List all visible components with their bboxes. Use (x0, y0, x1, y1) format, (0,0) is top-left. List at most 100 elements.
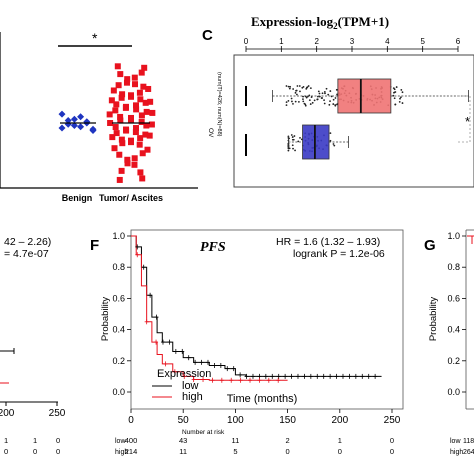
benign-point (83, 118, 91, 126)
f-risk-low-count: 11 (232, 436, 240, 445)
c-jitter-point (318, 92, 321, 95)
panel-e: 42 – 2.26) = 4.7e-07 200 250 1 1 0 0 0 0 (0, 236, 66, 456)
g-ytick-label: 0.8 (447, 262, 460, 272)
panel-e-risk-high-2: 0 (33, 447, 37, 456)
benign-point (77, 113, 85, 121)
g-ytick-label: 1.0 (447, 231, 460, 241)
tumor-point (132, 81, 139, 88)
c-jitter-point (290, 97, 293, 100)
tumor-point (128, 116, 134, 123)
c-jitter-point (323, 99, 325, 102)
panel-f-risk-table: 400 43 11 2 1 0 214 11 5 0 0 0 (125, 436, 394, 456)
panel-f-ylabel: Probability (100, 297, 111, 342)
c-tick-label: 3 (350, 37, 355, 46)
c-jitter-point (308, 99, 311, 101)
panel-f-legend-high: high (182, 391, 203, 403)
panel-g-risk-low-label: low (450, 438, 461, 445)
panel-c-row-label: OV (207, 128, 214, 138)
panel-e-tick-label-200: 200 (0, 408, 15, 419)
tumor-point (137, 135, 144, 142)
c-jitter-point (299, 136, 301, 139)
c-jitter-point (287, 149, 290, 152)
f-ytick-label: 0.8 (112, 262, 125, 272)
f-risk-high-count: 5 (233, 447, 237, 456)
tumor-point (112, 124, 119, 131)
c-jitter-point (293, 135, 296, 137)
tumor-point (139, 175, 146, 182)
tumor-point (140, 83, 147, 90)
tumor-point (118, 167, 125, 174)
f-xtick-label: 50 (178, 415, 190, 426)
benign-point (89, 125, 97, 133)
tumor-point (145, 85, 152, 92)
c-box (337, 78, 392, 114)
c-jitter-point (334, 104, 337, 106)
tumor-point (108, 97, 115, 104)
panel-c-sig-bracket (458, 95, 471, 143)
c-jitter-point (303, 102, 306, 105)
c-jitter-point (333, 144, 336, 147)
c-jitter-point (311, 101, 314, 104)
panel-f-y-ticks: 0.0 0.2 0.4 0.6 0.8 1.0 (112, 231, 131, 397)
c-jitter-point (398, 101, 401, 103)
tumor-point (112, 107, 119, 114)
tumor-point (148, 121, 155, 128)
panel-c-axis-ticks: 0 1 2 3 4 5 6 (244, 37, 461, 52)
c-jitter-point (327, 93, 330, 96)
f-xtick-label: 250 (384, 415, 401, 426)
tumor-point (133, 125, 140, 132)
panel-e-risk-low-3: 0 (56, 436, 60, 445)
c-jitter-point (316, 98, 319, 101)
c-jitter-point (291, 100, 293, 103)
tumor-point (139, 150, 146, 157)
c-jitter-point (302, 98, 304, 101)
benign-point (70, 122, 78, 130)
c-tick-label: 1 (279, 37, 284, 46)
c-jitter-point (291, 136, 294, 138)
c-jitter-point (290, 134, 293, 136)
tumor-point (124, 160, 131, 167)
g-ytick-label: 0.2 (447, 356, 460, 366)
c-jitter-point (299, 90, 301, 93)
tumor-point (138, 69, 145, 76)
panel-c-title: Expression-log2(TPM+1) (251, 14, 389, 31)
panel-g: G Probability 1.0 0.8 0.6 0.4 0.2 0.0 low 118… (424, 229, 474, 456)
tumor-point (128, 139, 134, 146)
tumor-point (118, 94, 125, 101)
f-ytick-label: 1.0 (112, 231, 125, 241)
tumor-point (114, 63, 121, 70)
panel-g-y-ticks: 1.0 0.8 0.6 0.4 0.2 0.0 (447, 231, 466, 397)
c-jitter-point (295, 93, 298, 96)
panel-g-risk-low-first: 118 (463, 438, 474, 445)
tumor-point (132, 129, 139, 136)
c-jitter-point (292, 138, 295, 141)
c-jitter-point (292, 102, 294, 105)
tumor-point (118, 136, 125, 143)
c-jitter-point (401, 102, 404, 104)
f-xtick-label: 150 (279, 415, 296, 426)
c-jitter-point (394, 91, 397, 93)
panel-c-boxes (272, 78, 470, 160)
c-jitter-point (323, 102, 326, 105)
c-jitter-point (313, 99, 316, 102)
tumor-point (117, 71, 124, 78)
c-jitter-point (400, 96, 402, 99)
c-jitter-point (294, 149, 296, 152)
c-jitter-point (295, 89, 298, 92)
tumor-point (117, 113, 124, 120)
f-risk-low-count: 400 (125, 436, 138, 445)
panel-e-risk-low-2: 1 (33, 436, 37, 445)
tumor-point (136, 141, 143, 148)
tumor-point (146, 132, 153, 139)
c-jitter-point (285, 85, 288, 87)
c-jitter-point (400, 89, 403, 91)
tumor-point (124, 76, 131, 83)
panel-c-group-label: (num(T)=426; num(N)=88) (216, 72, 222, 137)
c-jitter-point (334, 97, 337, 99)
tumor-point (116, 176, 123, 183)
panel-e-risk-high-3: 0 (56, 447, 60, 456)
c-jitter-point (288, 87, 291, 90)
c-jitter-point (324, 92, 326, 95)
c-jitter-point (285, 104, 288, 107)
panel-f: F PFS HR = 1.6 (1.32 – 1.93) logrank P =… (90, 229, 404, 456)
